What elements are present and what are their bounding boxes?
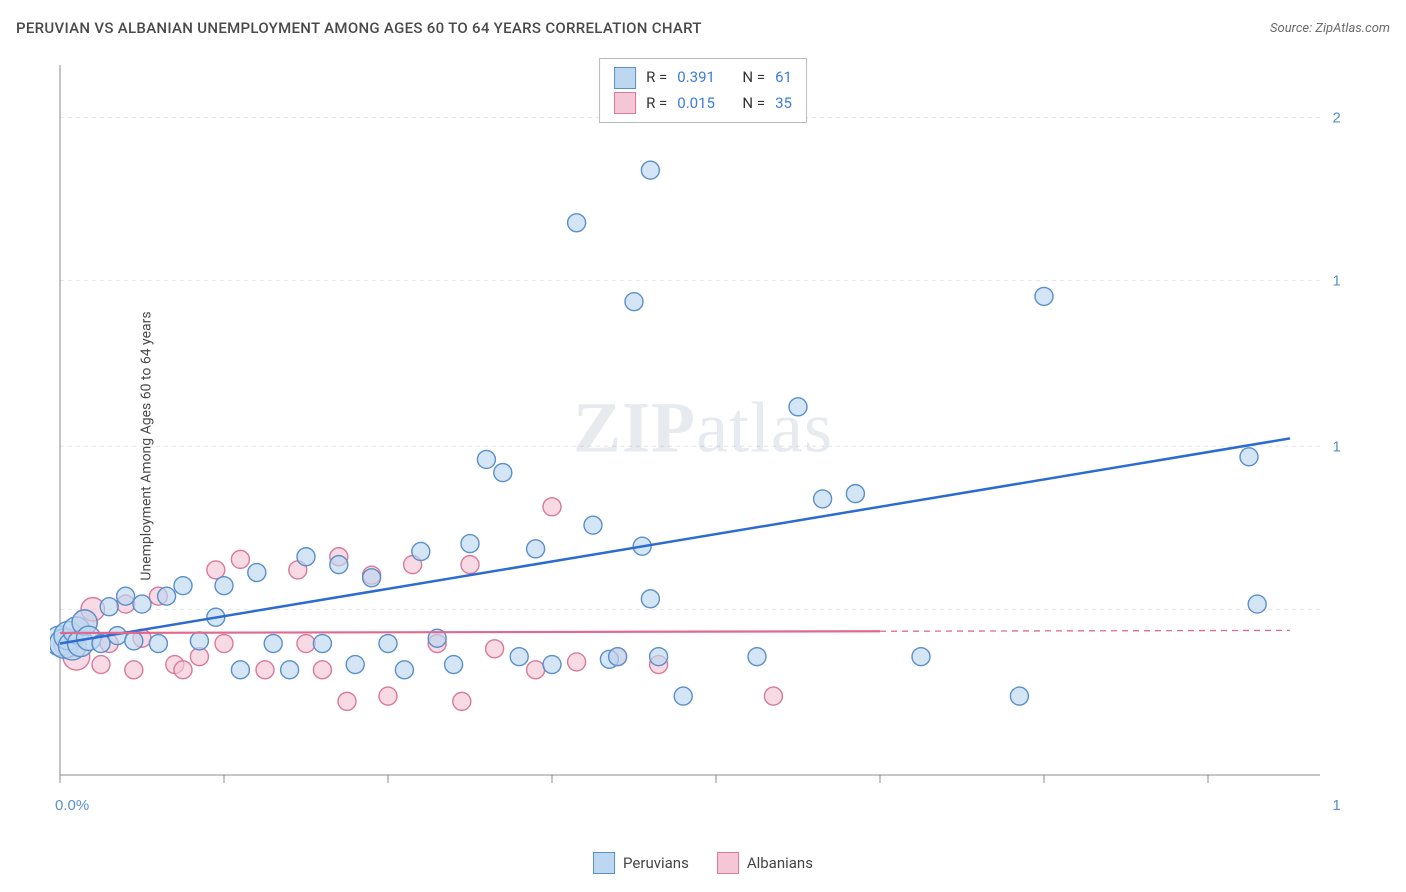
scatter-chart: 6.3%12.5%18.8%25.0%0.0%15.0% [50,55,1340,815]
chart-title: PERUVIAN VS ALBANIAN UNEMPLOYMENT AMONG … [16,19,702,37]
swatch-pink-icon [717,852,739,874]
svg-text:0.0%: 0.0% [55,797,89,814]
r-label: R = [646,65,667,91]
legend-row-albanians: R = 0.015 N = 35 [614,91,792,117]
source-label: Source: ZipAtlas.com [1270,21,1390,36]
legend-correlation: R = 0.391 N = 61 R = 0.015 N = 35 [599,58,807,123]
legend-label: Peruvians [623,854,689,872]
svg-text:12.5%: 12.5% [1332,438,1340,455]
n-label-2: N = [742,91,765,117]
legend-label: Albanians [747,854,813,872]
r-label-2: R = [646,91,667,117]
swatch-blue-icon [614,67,636,89]
n-value-peruvians: 61 [775,65,792,91]
svg-text:25.0%: 25.0% [1332,110,1340,127]
legend-item-albanians: Albanians [717,852,813,874]
swatch-blue-icon [593,852,615,874]
n-value-albanians: 35 [775,91,792,117]
svg-text:18.8%: 18.8% [1332,273,1340,290]
swatch-pink-icon [614,92,636,114]
r-value-albanians: 0.015 [677,91,715,117]
plot-area: 6.3%12.5%18.8%25.0%0.0%15.0% [50,55,1340,815]
svg-text:15.0%: 15.0% [1332,797,1340,814]
n-label: N = [742,65,765,91]
title-bar: PERUVIAN VS ALBANIAN UNEMPLOYMENT AMONG … [16,16,1390,40]
legend-series: Peruvians Albanians [593,852,813,874]
r-value-peruvians: 0.391 [677,65,715,91]
legend-item-peruvians: Peruvians [593,852,689,874]
legend-row-peruvians: R = 0.391 N = 61 [614,65,792,91]
